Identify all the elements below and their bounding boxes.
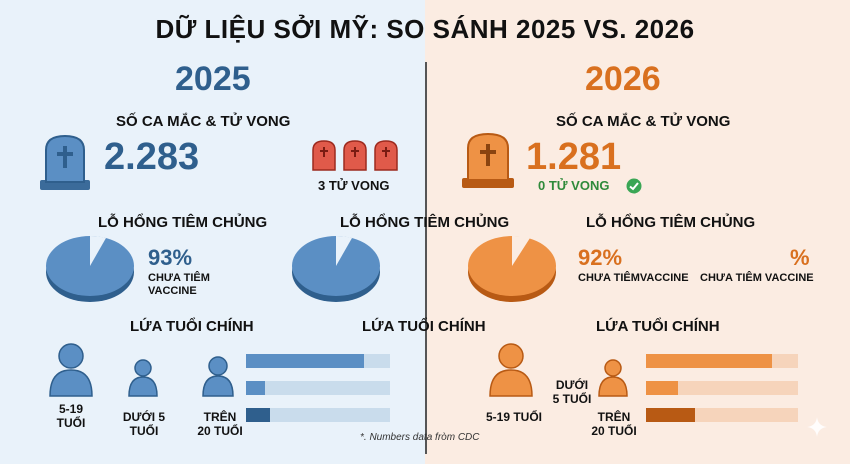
page-title: DỮ LIỆU SỞI MỸ: SO SÁNH 2025 VS. 2026 [155, 14, 695, 44]
age-label-under-5-2025: DƯỚI 5 TUỔI [122, 410, 166, 438]
cases-count-2026: 1.281 [526, 136, 622, 178]
vaccine-label-2025: CHƯA TIÊM VACCINE [148, 272, 210, 297]
age-bar-2025-fill-2 [246, 408, 270, 422]
age-bar-2025-track-1 [246, 381, 390, 395]
age-label-under-5-2026: DƯỚI 5 TUỔI [552, 378, 592, 406]
person-icon-under-5 [128, 359, 158, 397]
sparkle-icon [807, 417, 827, 437]
age-label-over-20-2025: TRÊN 20 TUỔI [197, 410, 243, 438]
age-bar-2026-fill-1 [646, 381, 678, 395]
person-icon-over-20 [598, 359, 628, 397]
vaccine-extra-pct-2026: % [790, 245, 810, 270]
vaccine-pie-middle [292, 235, 380, 302]
age-bar-2026-fill-2 [646, 408, 695, 422]
age-label-over-20-2026: TRÊN 20 TUỔI [591, 410, 637, 438]
age-bar-2025-fill-1 [246, 381, 265, 395]
cases-heading-2026: SỐ CA MẮC & TỬ VONG [556, 113, 731, 130]
year-2026: 2026 [585, 60, 661, 98]
tombstone-icon [40, 134, 90, 190]
footnote: *. Numbers data fròm CDC [360, 432, 480, 443]
vaccine-heading-2025: LỖ HỔNG TIÊM CHỦNG [98, 214, 268, 231]
age-label-5-19-2026: 5-19 TUỔI [485, 410, 542, 424]
vaccine-pct-2025: 93% [148, 245, 193, 270]
vaccine-pct-2026: 92% [578, 245, 623, 270]
person-icon-5-19 [49, 343, 93, 397]
age-heading-2025: LỨA TUỔI CHÍNH [130, 318, 254, 335]
center-divider [425, 62, 427, 454]
age-bar-2026-track-1 [646, 381, 798, 395]
age-heading-middle: LỨA TUỔI CHÍNH [362, 318, 486, 335]
cases-heading-2025: SỐ CA MẮC & TỬ VONG [116, 113, 291, 130]
age-heading-2026: LỨA TUỔI CHÍNH [596, 318, 720, 335]
person-icon-over-20 [202, 356, 234, 397]
deaths-2026: 0 TỬ VONG [538, 178, 610, 193]
vaccine-pie-2026 [468, 235, 556, 302]
age-bar-2025-track-2 [246, 408, 390, 422]
age-bar-2025-fill-0 [246, 354, 364, 368]
age-label-5-19-2025: 5-19 TUỔI [56, 402, 86, 430]
vaccine-heading-middle: LỖ HỔNG TIÊM CHỦNG [340, 214, 510, 231]
vaccine-pie-2025 [46, 235, 134, 302]
vaccine-heading-2026: LỖ HỔNG TIÊM CHỦNG [586, 214, 756, 231]
year-2025: 2025 [175, 60, 251, 98]
check-icon [626, 178, 642, 194]
cases-count-2025: 2.283 [104, 136, 200, 178]
age-bar-2026-fill-0 [646, 354, 772, 368]
person-icon-5-19 [489, 343, 533, 397]
vaccine-extra-label-2026: CHƯA TIÊM VACCINE [700, 272, 814, 284]
death-tombstones-icon [312, 140, 398, 171]
vaccine-label-2026: CHƯA TIÊMVACCINE [578, 272, 689, 284]
deaths-2025: 3 TỬ VONG [318, 178, 390, 193]
tombstone-icon [462, 132, 514, 188]
